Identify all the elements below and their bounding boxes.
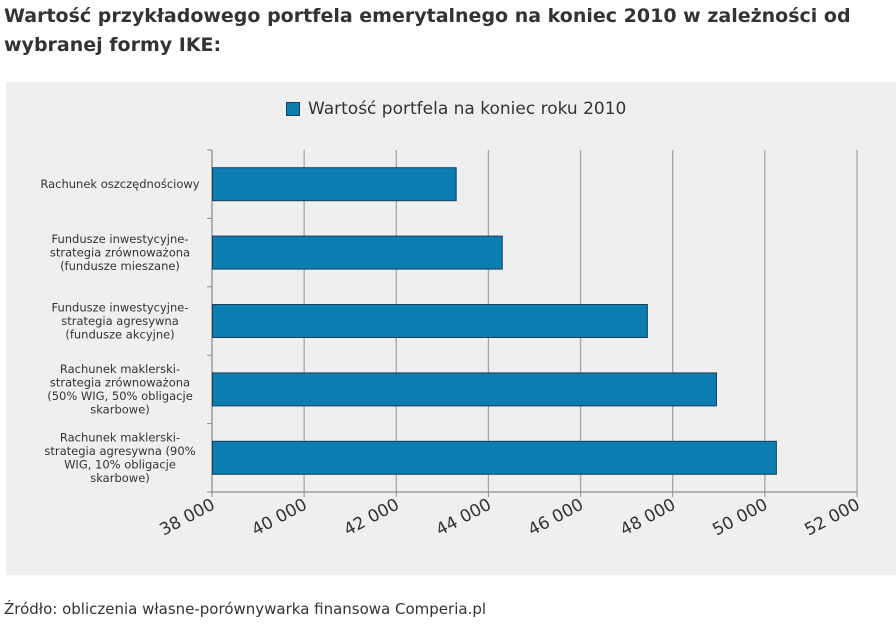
category-label-4-line-3: skarbowe) [90,471,150,485]
category-label-3: Rachunek maklerski-strategia zrównoważon… [47,362,193,417]
category-label-2-line-2: (fundusze akcyjne) [65,328,174,342]
legend-swatch [286,102,300,116]
category-label-4: Rachunek maklerski-strategia agresywna (… [44,431,195,486]
x-tick-label-48000: 48 000 [617,495,679,541]
legend-label: Wartość portfela na koniec roku 2010 [308,99,627,119]
category-label-3-line-1: strategia zrównoważona [50,376,190,390]
category-label-2-line-1: strategia agresywna [61,314,179,328]
bar-4 [212,440,777,475]
category-label-1-line-0: Fundusze inwestycyjne- [51,232,188,246]
category-label-3-line-2: (50% WIG, 50% obligacje [47,389,193,403]
category-label-2-line-0: Fundusze inwestycyjne- [51,301,188,315]
category-label-3-line-3: skarbowe) [90,403,150,417]
category-label-2: Fundusze inwestycyjne-strategia agresywn… [51,301,188,342]
category-label-1: Fundusze inwestycyjne-strategia zrównowa… [50,232,190,273]
bar-0 [212,167,457,202]
x-tick-label-40000: 40 000 [249,495,311,541]
category-label-0: Rachunek oszczędnościowy [40,177,199,191]
x-tick-label-50000: 50 000 [709,495,771,541]
category-label-3-line-0: Rachunek maklerski- [60,362,180,376]
page-title: Wartość przykładowego portfela emerytaln… [4,2,896,60]
title-line-1: Wartość przykładowego portfela emerytaln… [4,5,851,27]
category-label-1-line-1: strategia zrównoważona [50,246,190,260]
x-tick-label-44000: 44 000 [433,495,495,541]
category-label-1-line-2: (fundusze mieszane) [60,259,180,273]
x-tick-label-52000: 52 000 [801,495,863,541]
chart-legend: Wartość portfela na koniec roku 2010 [286,96,626,122]
x-tick-label-46000: 46 000 [525,495,587,541]
title-line-2: wybranej formy IKE: [4,34,222,56]
bar-2 [212,304,648,338]
category-label-4-line-1: strategia agresywna (90% [44,444,195,458]
category-label-4-line-2: WIG, 10% obligacje [64,458,176,472]
x-tick-label-42000: 42 000 [341,495,403,541]
x-tick-label-38000: 38 000 [156,495,218,541]
bar-3 [212,372,717,407]
category-label-4-line-0: Rachunek maklerski- [60,431,180,445]
category-label-0-line-0: Rachunek oszczędnościowy [40,177,199,191]
source-note: Źródło: obliczenia własne-porównywarka f… [4,600,487,618]
bar-1 [212,235,503,270]
